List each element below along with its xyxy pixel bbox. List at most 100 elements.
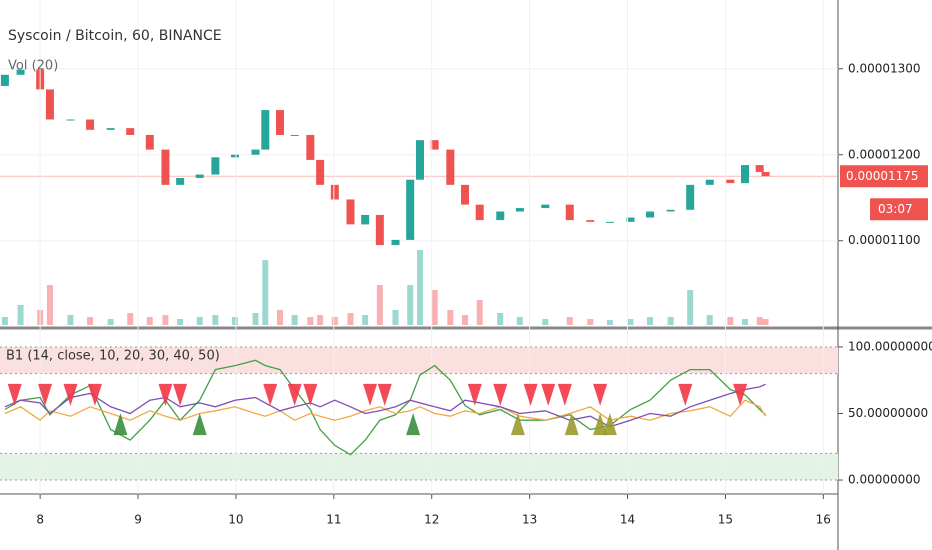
chart-title: Syscoin / Bitcoin, 60, BINANCE <box>8 28 222 44</box>
volume-bar <box>647 317 654 325</box>
candle <box>66 119 75 121</box>
candle <box>726 179 735 184</box>
candle <box>106 128 115 130</box>
candle <box>605 221 614 223</box>
last-price-box <box>840 165 928 188</box>
volume-bar <box>177 319 184 325</box>
volume-bar <box>107 319 114 325</box>
volume-bar <box>46 285 53 325</box>
candle <box>306 134 315 160</box>
volume-bar <box>416 250 423 325</box>
volume-bar <box>606 320 613 325</box>
volume-bar <box>291 315 298 325</box>
signal-marker <box>467 383 482 406</box>
signal-marker <box>602 413 617 436</box>
volume-bar <box>307 317 314 325</box>
signal-marker <box>510 413 525 436</box>
candle <box>16 69 25 75</box>
volume-bar <box>67 315 74 325</box>
volume-bar <box>331 317 338 325</box>
candle <box>195 174 204 178</box>
volume-bar <box>362 315 369 325</box>
volume-bar <box>756 317 763 325</box>
x-tick-label: 11 <box>326 513 341 527</box>
signal-marker <box>377 383 392 406</box>
candle <box>176 177 185 185</box>
volume-bar <box>687 290 694 325</box>
signal-marker <box>263 383 278 406</box>
volume-bar <box>727 317 734 325</box>
candle <box>406 179 415 240</box>
volume-bar <box>317 315 324 325</box>
volume-bar <box>741 319 748 325</box>
volume-bar <box>231 317 238 325</box>
candle <box>126 128 135 135</box>
volume-bar <box>87 317 94 325</box>
indicator-title: B1 (14, close, 10, 20, 30, 40, 50) <box>6 349 220 364</box>
x-tick-label: 9 <box>134 513 142 527</box>
y-tick-label: 0.00001300 <box>848 61 921 75</box>
volume-bar <box>392 310 399 325</box>
signal-marker <box>523 383 538 406</box>
candle <box>666 209 675 212</box>
y-tick-label: 100.00000000 <box>848 339 932 353</box>
candle <box>626 217 635 222</box>
indicator-line <box>4 399 767 422</box>
candle <box>316 159 325 185</box>
candle <box>755 165 764 172</box>
volume-label: Vol (20) <box>8 59 58 74</box>
candle <box>251 149 260 155</box>
candle <box>211 157 220 175</box>
x-tick-label: 10 <box>228 513 243 527</box>
signal-marker <box>38 383 53 406</box>
volume-bar <box>162 315 169 325</box>
candle <box>686 184 695 210</box>
volume-bar <box>587 319 594 325</box>
volume-bar <box>542 319 549 325</box>
signal-marker <box>406 413 421 436</box>
y-tick-label: 0.00000000 <box>848 473 921 487</box>
candle <box>45 89 54 120</box>
signal-marker <box>733 383 748 406</box>
candle <box>415 140 424 180</box>
candle <box>290 134 299 136</box>
volume-bar <box>447 310 454 325</box>
candle <box>541 204 550 209</box>
candle <box>161 149 170 185</box>
candle <box>230 154 239 158</box>
volume-bar <box>566 317 573 325</box>
signal-marker <box>678 383 693 406</box>
volume-bar <box>627 319 634 325</box>
signal-marker <box>63 383 78 406</box>
signal-marker <box>87 383 102 406</box>
signal-marker <box>7 383 22 406</box>
volume-bar <box>431 290 438 325</box>
volume-bar <box>276 310 283 325</box>
volume-bar <box>667 317 674 325</box>
volume-bar <box>347 313 354 325</box>
candle <box>0 74 9 86</box>
volume-bar <box>706 315 713 325</box>
candle <box>391 239 400 246</box>
countdown-label: 03:07 <box>878 202 913 216</box>
signal-marker <box>593 383 608 406</box>
signal-marker <box>493 383 508 406</box>
signal-marker <box>593 413 608 436</box>
countdown-box <box>870 198 928 221</box>
signal-marker <box>287 383 302 406</box>
volume-bar <box>462 315 469 325</box>
candle <box>461 184 470 205</box>
plot: 0.00001100 0.00001200 0.00001300 0.00001175… <box>0 0 932 527</box>
x-tick-label: 13 <box>522 513 537 527</box>
signal-marker <box>557 383 572 406</box>
volume-bar <box>127 313 134 325</box>
x-tick-label: 16 <box>816 513 831 527</box>
candle <box>375 214 384 246</box>
signal-marker <box>173 383 188 406</box>
band <box>0 453 838 481</box>
volume-bar <box>262 260 269 325</box>
volume-bar <box>762 319 769 325</box>
candle <box>740 165 749 184</box>
